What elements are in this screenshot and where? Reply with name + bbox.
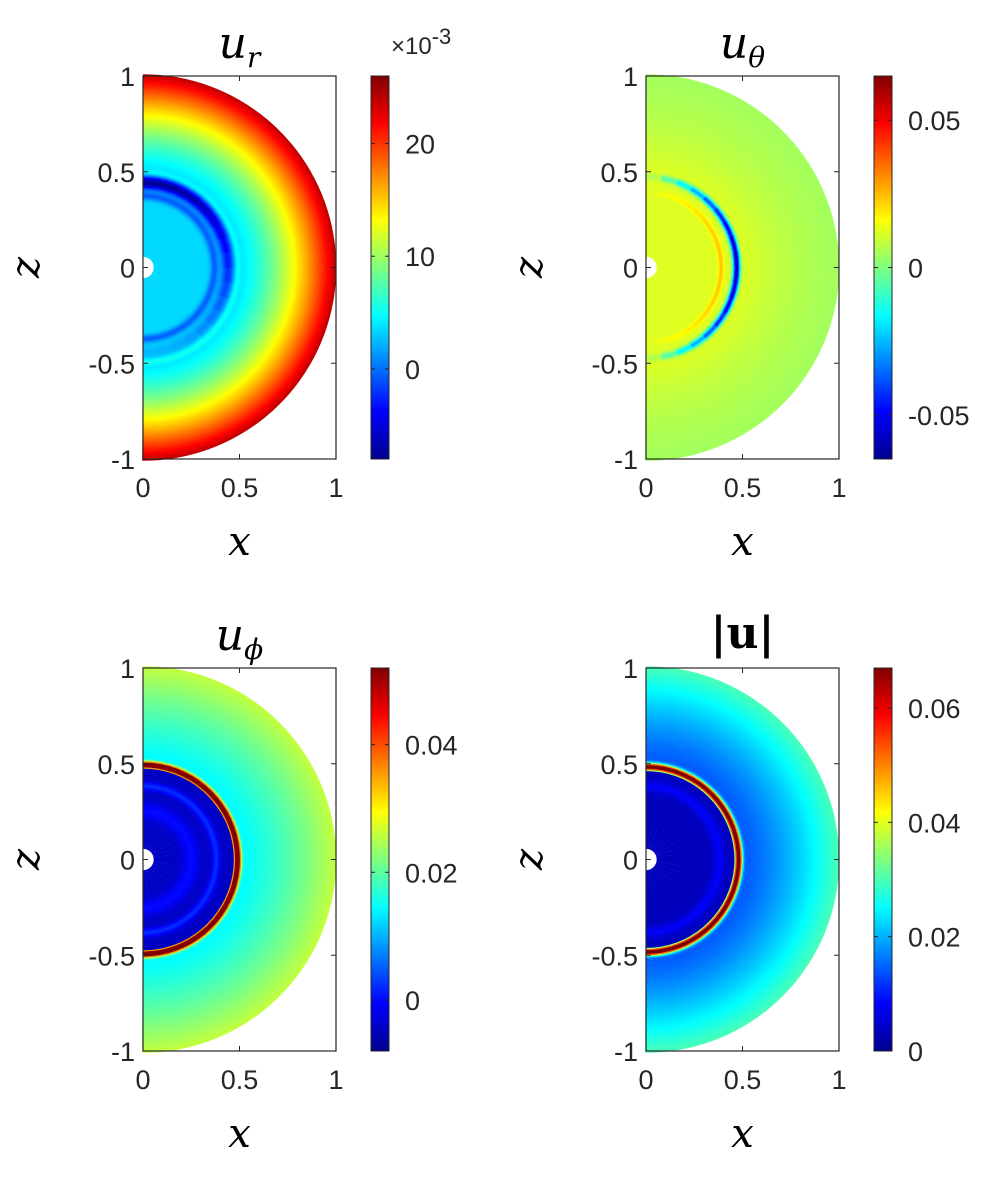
y-tick-label: -1 [614,445,638,475]
colorbar-tick-label: 20 [405,130,435,160]
x-axis-label: x [228,519,251,565]
colorbar-tick-label: 0.02 [908,923,961,953]
y-tick-label: 0 [623,846,638,876]
heatmap-field [645,74,840,461]
y-tick-label: 0 [120,254,135,284]
colorbar-exponent: ×10-3 [391,24,451,60]
panel-title: ur [219,18,262,74]
x-tick-label: 0 [638,473,653,503]
inner-core [646,848,657,871]
x-tick-label: 0.5 [724,473,762,503]
y-axis-label: z [506,848,552,871]
inner-core [143,256,154,279]
x-tick-label: 1 [328,473,343,503]
y-tick-label: 0.5 [97,750,135,780]
y-tick-label: 1 [623,654,638,684]
inner-core [646,256,657,279]
panel-title: |u| [710,608,774,659]
y-tick-label: -1 [111,1037,135,1067]
x-tick-label: 1 [328,1065,343,1095]
y-axis-label: z [3,848,49,871]
heatmap-field [645,666,840,1053]
y-tick-label: -1 [111,445,135,475]
x-axis-label: x [228,1111,251,1157]
colorbar: 0.04 0.02 0 [370,667,458,1052]
y-tick-label: -0.5 [88,941,135,971]
y-tick-label: -0.5 [591,349,638,379]
y-tick-label: 1 [623,62,638,92]
x-axis-label: x [731,1111,754,1157]
x-tick-label: 0.5 [724,1065,762,1095]
x-tick-label: 0.5 [221,1065,259,1095]
x-tick-label: 0.5 [221,473,259,503]
panel-title: uθ [720,18,765,74]
y-tick-label: 0.5 [600,158,638,188]
y-tick-label: 0 [120,846,135,876]
y-tick-label: -1 [614,1037,638,1067]
y-tick-label: 0.5 [97,158,135,188]
colorbar-tick-label: 0 [405,986,420,1016]
x-tick-label: 1 [831,473,846,503]
panel-um: 10.50-0.5-10 0.5 1xz|u|0.060.040.020 [506,608,961,1157]
y-tick-label: 1 [120,62,135,92]
y-tick-label: -0.5 [88,349,135,379]
colorbar: 0.05 0 -0.05 [873,75,970,460]
y-tick-label: -0.5 [591,941,638,971]
x-tick-label: 1 [831,1065,846,1095]
inner-core [143,848,154,871]
y-tick-label: 0.5 [600,750,638,780]
heatmap-field [142,74,337,461]
colorbar-tick-label: 0.06 [908,694,961,724]
heatmap-field [142,666,337,1053]
colorbar: 20 10 0 ×10-3 [370,24,451,460]
colorbar-tick-label: 10 [405,242,435,272]
x-tick-label: 0 [135,473,150,503]
x-axis-label: x [731,519,754,565]
colorbar-tick-label: -0.05 [908,401,970,431]
y-tick-label: 0 [623,254,638,284]
x-tick-label: 0 [638,1065,653,1095]
colorbar-tick-label: 0.04 [908,808,961,838]
y-tick-label: 1 [120,654,135,684]
colorbar-tick-label: 0.05 [908,106,961,136]
y-axis-label: z [3,256,49,279]
colorbar: 0.06 0.04 0.02 0 [873,667,961,1067]
colorbar-tick-label: 0 [405,355,420,385]
colorbar-tick-label: 0 [908,1037,923,1067]
colorbar-tick-label: 0 [908,254,923,284]
panel-title: uϕ [216,610,263,666]
colorbar-tick-label: 0.02 [405,858,458,888]
x-tick-label: 0 [135,1065,150,1095]
y-axis-label: z [506,256,552,279]
colorbar-tick-label: 0.04 [405,731,458,761]
